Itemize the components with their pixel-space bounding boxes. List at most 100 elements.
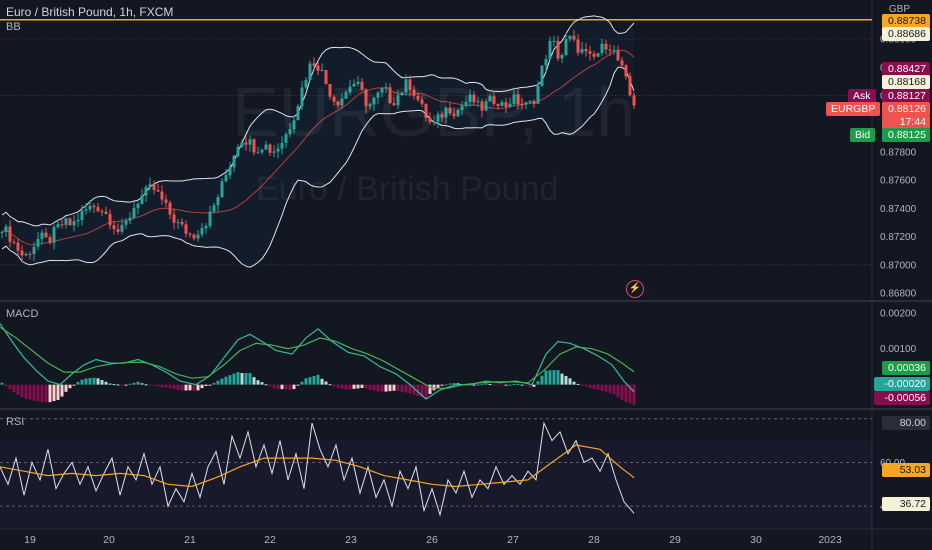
macd-histogram-bar (536, 381, 540, 385)
macd-histogram-bar (140, 383, 144, 385)
candle (132, 201, 136, 220)
candle-body (152, 184, 156, 191)
macd-histogram-bar (172, 384, 176, 389)
macd-histogram-bar (208, 384, 212, 386)
candle-body (128, 217, 132, 221)
candle (364, 88, 368, 114)
candle-body (576, 39, 580, 53)
candle-body (284, 134, 288, 143)
macd-histogram-bar (72, 384, 76, 386)
time-tick-label: 22 (264, 534, 276, 546)
countdown-tag: 17:44 (882, 115, 930, 129)
candle (612, 45, 616, 55)
candle (384, 82, 388, 94)
candle (376, 90, 380, 105)
candle (176, 218, 180, 229)
macd-histogram-bar (424, 384, 428, 399)
candle-body (148, 184, 152, 188)
candle (184, 220, 188, 238)
price-tick-label: 0.87000 (880, 260, 917, 271)
macd-histogram-bar (556, 370, 560, 385)
candle-body (468, 94, 472, 102)
candle (0, 230, 4, 239)
candle-body (264, 144, 268, 150)
candle-body (408, 79, 412, 90)
macd-histogram-bar (352, 384, 356, 389)
candle (628, 72, 632, 97)
top-line-tag: 0.88738 (882, 14, 930, 28)
rsi-pane (0, 418, 872, 528)
candle (460, 101, 464, 116)
candle-body (76, 219, 80, 222)
macd-histogram-bar (68, 384, 72, 389)
candle (332, 94, 336, 106)
price-tick-label: 0.86800 (880, 288, 917, 299)
macd-histogram-bar (488, 384, 492, 386)
chart-title[interactable]: Euro / British Pound, 1h, FXCM (6, 5, 174, 19)
macd-histogram-bar (188, 384, 192, 391)
candle-body (248, 139, 252, 145)
candle-body (92, 205, 96, 208)
macd-histogram-bar (156, 384, 160, 387)
macd-histogram-bar (368, 384, 372, 390)
macd-histogram-bar (512, 384, 516, 386)
time-tick-label: 30 (750, 534, 762, 546)
candle-body (608, 49, 612, 51)
macd-histogram-bar (528, 384, 532, 388)
macd-label[interactable]: MACD (6, 308, 39, 320)
macd-histogram-bar (284, 384, 288, 390)
macd-histogram-bar (492, 384, 496, 386)
lightning-icon[interactable]: ⚡ (626, 280, 644, 298)
candle (556, 35, 560, 62)
candle (540, 65, 544, 87)
candle-body (404, 79, 408, 93)
macd-histogram-bar (260, 382, 264, 385)
macd-histogram-bar (104, 381, 108, 385)
candle-body (504, 102, 508, 107)
candle (632, 92, 636, 109)
macd-signal-tag: 0.00036 (882, 361, 930, 375)
candle (516, 88, 520, 110)
macd-histogram-bar (28, 384, 32, 400)
candle (512, 87, 516, 107)
candle-body (216, 197, 220, 206)
candle (140, 188, 144, 205)
macd-histogram-bar (336, 384, 340, 388)
candle-body (300, 87, 304, 107)
candle-body (80, 210, 84, 220)
candle-body (324, 69, 328, 84)
candle-body (496, 103, 500, 107)
candle (4, 224, 8, 237)
macd-histogram-bar (484, 383, 488, 385)
candle-body (320, 69, 324, 71)
price-tick-label: 0.87800 (880, 147, 917, 158)
candle (56, 219, 60, 229)
macd-histogram-bar (420, 384, 424, 398)
candle-body (620, 60, 624, 66)
candle-body (540, 65, 544, 86)
macd-histogram-bar (568, 378, 572, 385)
candle (440, 111, 444, 122)
rsi-label[interactable]: RSI (6, 416, 25, 428)
candle-body (400, 92, 404, 96)
time-tick-label: 21 (184, 534, 196, 546)
candle-body (580, 48, 584, 53)
macd-tick-label: 0.00100 (880, 344, 917, 355)
macd-tick-label: 0.00200 (880, 308, 917, 319)
candle-body (372, 97, 376, 105)
macd-histogram-bar (428, 384, 432, 394)
macd-histogram-bar (136, 381, 140, 385)
bb-label[interactable]: BB (6, 21, 21, 33)
candle (576, 34, 580, 56)
candle-body (172, 214, 176, 223)
macd-histogram-bar (300, 381, 304, 385)
candle-body (592, 53, 596, 57)
candle-body (536, 85, 540, 104)
macd-histogram-bar (64, 384, 68, 392)
macd-histogram-bar (36, 384, 40, 402)
macd-histogram-bar (436, 384, 440, 388)
macd-histogram-bar (408, 384, 412, 394)
macd-histogram-bar (396, 384, 400, 391)
candle (160, 185, 164, 206)
rsi-ma-line (0, 444, 635, 488)
